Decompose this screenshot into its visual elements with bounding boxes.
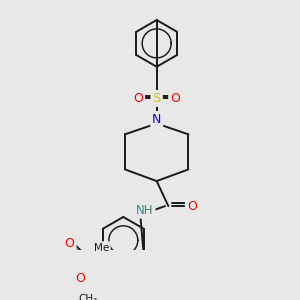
- Text: Me: Me: [94, 243, 109, 253]
- Text: CH₃: CH₃: [78, 294, 98, 300]
- Text: O: O: [134, 92, 143, 105]
- Text: S: S: [152, 92, 161, 105]
- Text: NH: NH: [136, 204, 154, 217]
- Text: O: O: [187, 200, 197, 213]
- Text: O: O: [170, 92, 180, 105]
- Text: N: N: [152, 113, 161, 126]
- Text: O: O: [75, 272, 85, 285]
- Text: O: O: [65, 237, 75, 250]
